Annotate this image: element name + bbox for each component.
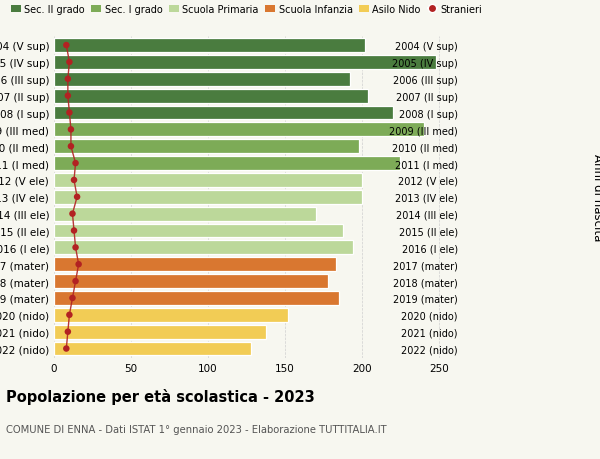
Bar xyxy=(54,106,393,120)
Bar xyxy=(54,174,362,187)
Text: Anni di nascita: Anni di nascita xyxy=(590,154,600,241)
Bar xyxy=(54,157,400,171)
Bar xyxy=(54,308,288,322)
Bar xyxy=(54,140,359,154)
Point xyxy=(71,160,80,168)
Point xyxy=(68,211,77,218)
Point xyxy=(65,110,74,117)
Bar xyxy=(54,224,343,238)
Bar xyxy=(54,342,251,356)
Bar xyxy=(54,56,436,70)
Point xyxy=(63,76,73,83)
Point xyxy=(71,244,80,252)
Point xyxy=(71,278,80,285)
Bar xyxy=(54,258,336,272)
Point xyxy=(74,261,83,269)
Point xyxy=(68,295,77,302)
Point xyxy=(72,194,82,201)
Point xyxy=(62,345,71,353)
Bar xyxy=(54,207,316,221)
Legend: Sec. II grado, Sec. I grado, Scuola Primaria, Scuola Infanzia, Asilo Nido, Stran: Sec. II grado, Sec. I grado, Scuola Prim… xyxy=(11,5,482,15)
Point xyxy=(66,126,76,134)
Point xyxy=(65,312,74,319)
Point xyxy=(62,42,71,50)
Bar xyxy=(54,90,368,103)
Bar xyxy=(54,39,365,53)
Point xyxy=(69,227,79,235)
Bar xyxy=(54,241,353,255)
Point xyxy=(63,93,73,100)
Bar xyxy=(54,325,266,339)
Bar xyxy=(54,190,362,204)
Point xyxy=(69,177,79,184)
Text: COMUNE DI ENNA - Dati ISTAT 1° gennaio 2023 - Elaborazione TUTTITALIA.IT: COMUNE DI ENNA - Dati ISTAT 1° gennaio 2… xyxy=(6,425,386,435)
Bar xyxy=(54,291,339,305)
Bar xyxy=(54,123,424,137)
Point xyxy=(63,328,73,336)
Text: Popolazione per età scolastica - 2023: Popolazione per età scolastica - 2023 xyxy=(6,388,315,404)
Point xyxy=(66,143,76,151)
Point xyxy=(65,59,74,67)
Bar xyxy=(54,73,350,86)
Bar xyxy=(54,274,328,288)
